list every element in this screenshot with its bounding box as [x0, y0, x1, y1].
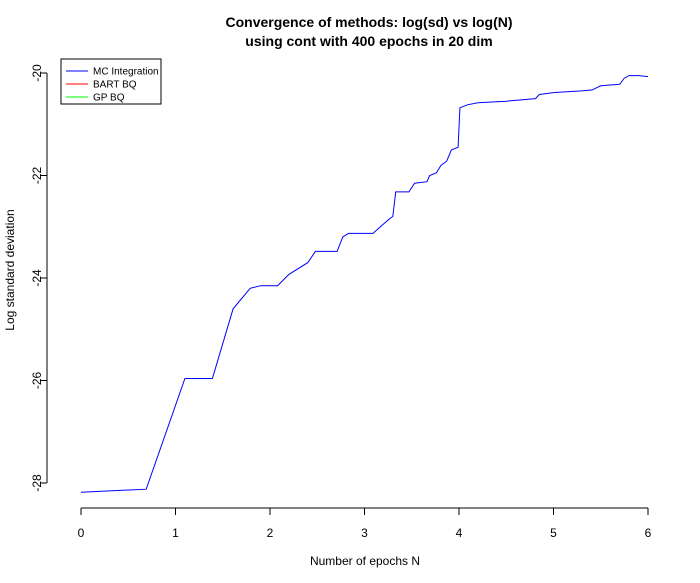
- x-tick-label: 4: [456, 526, 463, 540]
- x-tick-label: 6: [645, 526, 652, 540]
- y-tick-label: -22: [30, 167, 44, 185]
- y-tick-label: -20: [30, 64, 44, 82]
- x-tick-label: 1: [172, 526, 179, 540]
- x-tick-label: 3: [361, 526, 368, 540]
- x-axis-label: Number of epochs N: [310, 554, 420, 568]
- y-tick-label: -28: [30, 474, 44, 492]
- x-axis: 0 1 2 3 4 5 6: [78, 507, 652, 540]
- chart-subtitle: using cont with 400 epochs in 20 dim: [245, 33, 492, 49]
- x-tick-label: 0: [78, 526, 85, 540]
- x-tick-label: 2: [267, 526, 274, 540]
- series-line-mc-integration: [80, 75, 649, 493]
- legend-label: GP BQ: [93, 93, 125, 104]
- chart-title: Convergence of methods: log(sd) vs log(N…: [225, 14, 512, 30]
- x-tick-label: 5: [550, 526, 557, 540]
- legend: MC Integration BART BQ GP BQ: [60, 58, 162, 105]
- y-tick-label: -24: [30, 269, 44, 287]
- y-tick-label: -26: [30, 372, 44, 390]
- y-axis: -28 -26 -24 -22 -20: [30, 64, 48, 492]
- legend-label: BART BQ: [93, 80, 137, 91]
- legend-label: MC Integration: [93, 67, 159, 78]
- y-axis-label: Log standard deviation: [3, 209, 17, 330]
- series-layer: [80, 75, 649, 493]
